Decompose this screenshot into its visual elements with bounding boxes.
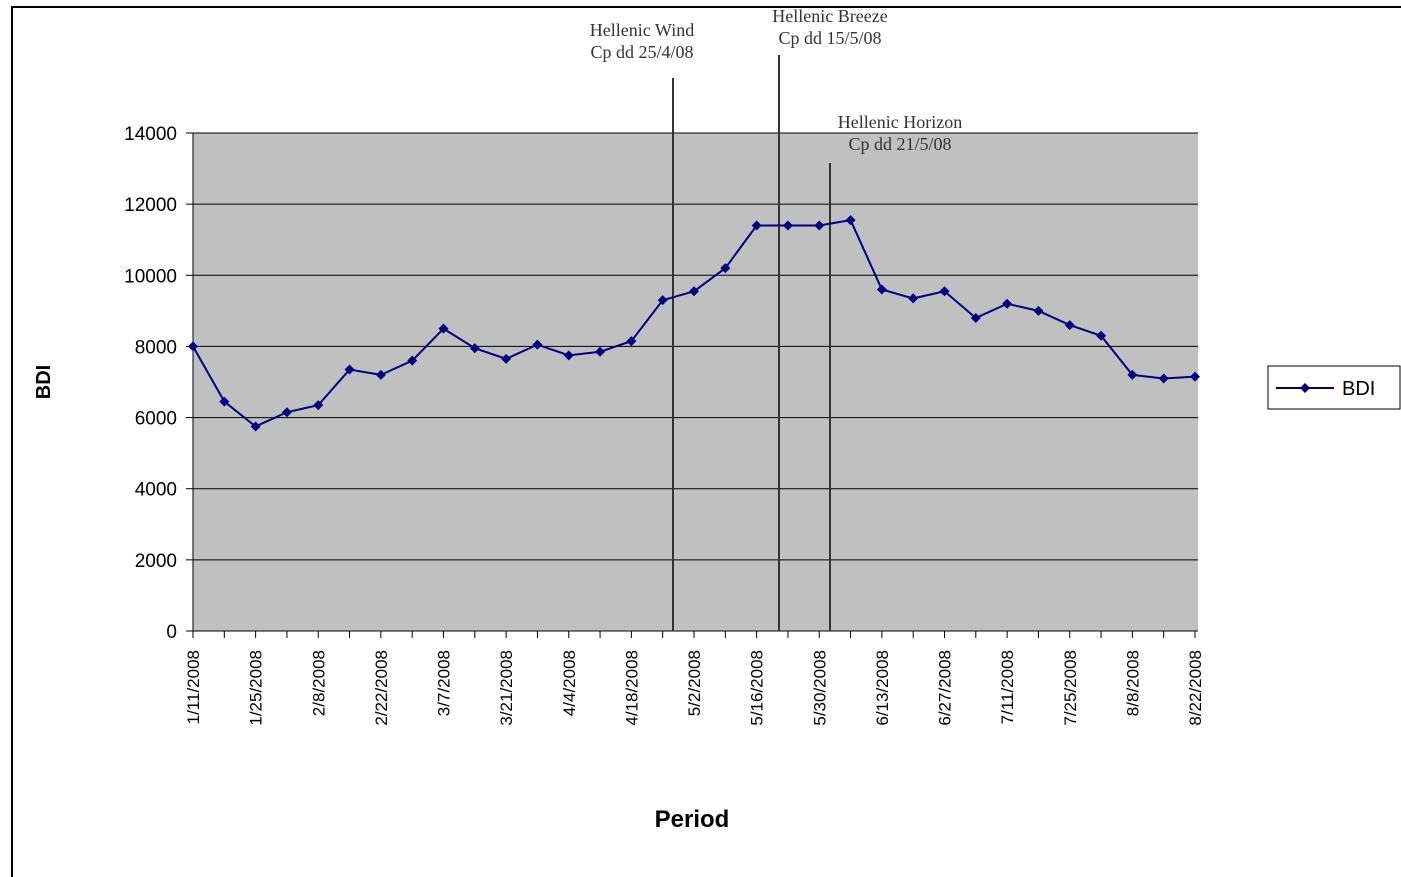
annotation-text: Cp dd 21/5/08 xyxy=(848,134,951,154)
marker xyxy=(501,353,512,364)
marker xyxy=(876,284,887,295)
x-axis-title: Period xyxy=(655,806,730,833)
x-tick-label: 7/11/2008 xyxy=(998,650,1017,724)
marker xyxy=(1190,371,1200,382)
marker xyxy=(219,396,230,407)
marker xyxy=(814,220,825,231)
x-tick-label: 6/13/2008 xyxy=(873,650,892,726)
marker xyxy=(250,421,261,432)
marker xyxy=(595,346,606,357)
marker xyxy=(657,295,668,306)
y-tick-label: 0 xyxy=(166,622,177,643)
marker xyxy=(782,220,793,231)
x-tick-label: 7/25/2008 xyxy=(1061,650,1080,726)
x-tick-label: 3/7/2008 xyxy=(435,650,454,716)
plot-area xyxy=(193,133,1198,631)
marker xyxy=(1064,320,1075,331)
x-tick-label: 2/22/2008 xyxy=(372,650,391,726)
marker xyxy=(281,407,292,418)
marker xyxy=(970,312,981,323)
marker xyxy=(375,369,386,380)
marker xyxy=(1096,330,1107,341)
y-axis-title: BDI xyxy=(33,365,55,399)
marker xyxy=(720,263,731,274)
x-tick-label: 8/22/2008 xyxy=(1186,650,1205,726)
x-tick-label: 2/8/2008 xyxy=(309,650,328,716)
x-tick-label: 8/8/2008 xyxy=(1123,650,1142,716)
marker xyxy=(751,220,762,231)
y-tick-label: 2000 xyxy=(135,551,177,572)
annotation-text: Cp dd 15/5/08 xyxy=(778,28,881,48)
x-tick-label: 4/18/2008 xyxy=(622,650,641,726)
y-tick-label: 4000 xyxy=(135,480,177,501)
legend-marker xyxy=(1300,383,1310,393)
marker xyxy=(344,364,355,375)
marker xyxy=(1158,373,1169,384)
x-tick-label: 6/27/2008 xyxy=(936,650,955,726)
annotation-text: Hellenic Breeze xyxy=(772,6,887,26)
annotation-text: Hellenic Wind xyxy=(590,20,694,40)
marker xyxy=(407,355,418,366)
marker xyxy=(626,336,637,347)
x-tick-label: 5/16/2008 xyxy=(748,650,767,726)
y-tick-label: 14000 xyxy=(124,124,177,145)
marker xyxy=(1033,305,1044,316)
marker xyxy=(908,293,919,304)
marker xyxy=(1127,369,1138,380)
annotation-text: Hellenic Horizon xyxy=(838,112,962,132)
marker xyxy=(939,286,950,297)
x-tick-label: 1/11/2008 xyxy=(184,650,203,724)
marker xyxy=(469,343,480,354)
marker xyxy=(689,286,699,297)
marker xyxy=(563,350,574,361)
x-tick-label: 5/2/2008 xyxy=(685,650,704,716)
marker xyxy=(845,215,856,226)
x-tick-label: 5/30/2008 xyxy=(810,650,829,726)
marker xyxy=(438,323,449,334)
y-tick-label: 10000 xyxy=(124,266,177,287)
y-tick-label: 8000 xyxy=(135,337,177,358)
marker xyxy=(313,400,324,411)
legend-label: BDI xyxy=(1342,378,1375,400)
y-tick-label: 12000 xyxy=(124,195,177,216)
marker xyxy=(188,341,198,352)
x-tick-label: 4/4/2008 xyxy=(560,650,579,716)
marker xyxy=(1002,298,1013,309)
annotation-text: Cp dd 25/4/08 xyxy=(590,42,693,62)
x-tick-label: 3/21/2008 xyxy=(497,650,516,726)
x-tick-label: 1/25/2008 xyxy=(247,650,266,726)
marker xyxy=(532,339,543,350)
y-tick-label: 6000 xyxy=(135,409,177,430)
